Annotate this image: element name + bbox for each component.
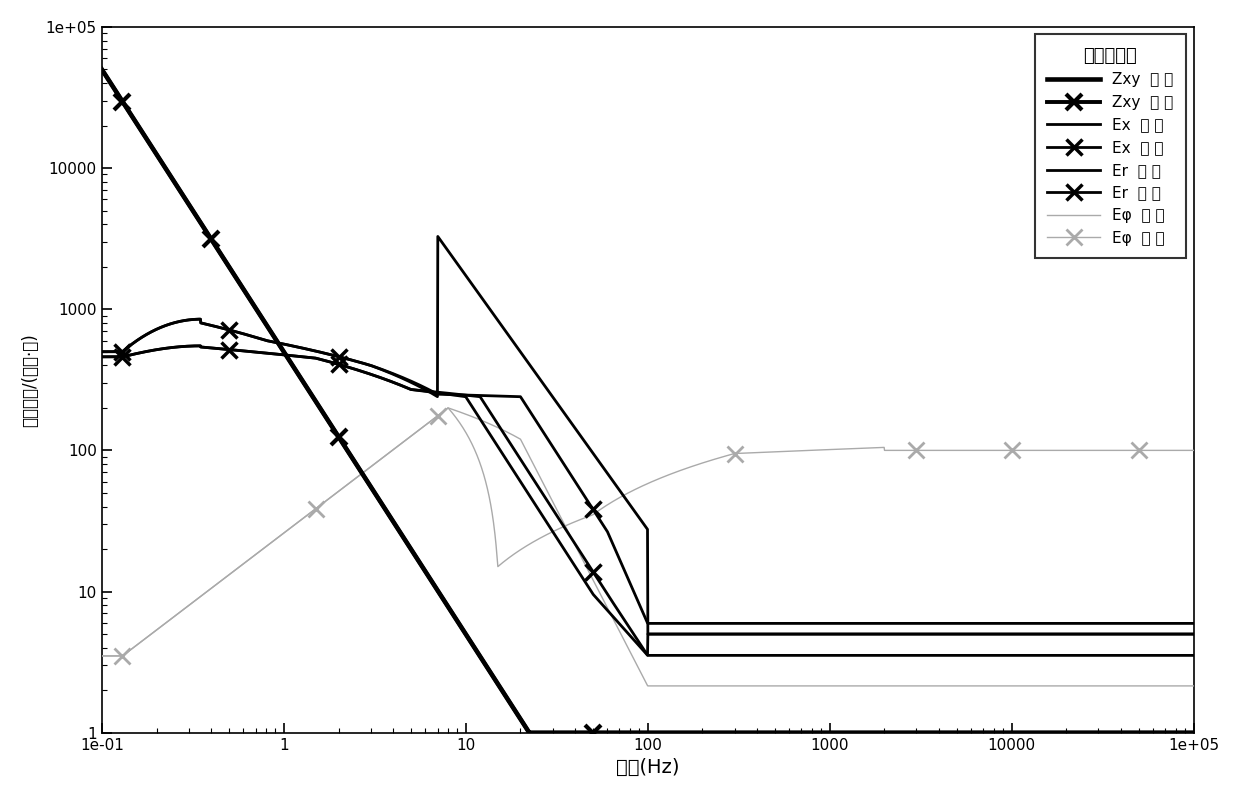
X-axis label: 频率(Hz): 频率(Hz)	[616, 758, 680, 777]
Y-axis label: 视电阻率/(欧姆·米): 视电阻率/(欧姆·米)	[21, 333, 38, 427]
Legend: Zxy  远 区, Zxy  全 区, Ex  远 区, Ex  全 区, Er  远 区, Er  全 区, Eφ  远 区, Eφ  全 区: Zxy 远 区, Zxy 全 区, Ex 远 区, Ex 全 区, Er 远 区…	[1034, 34, 1185, 258]
